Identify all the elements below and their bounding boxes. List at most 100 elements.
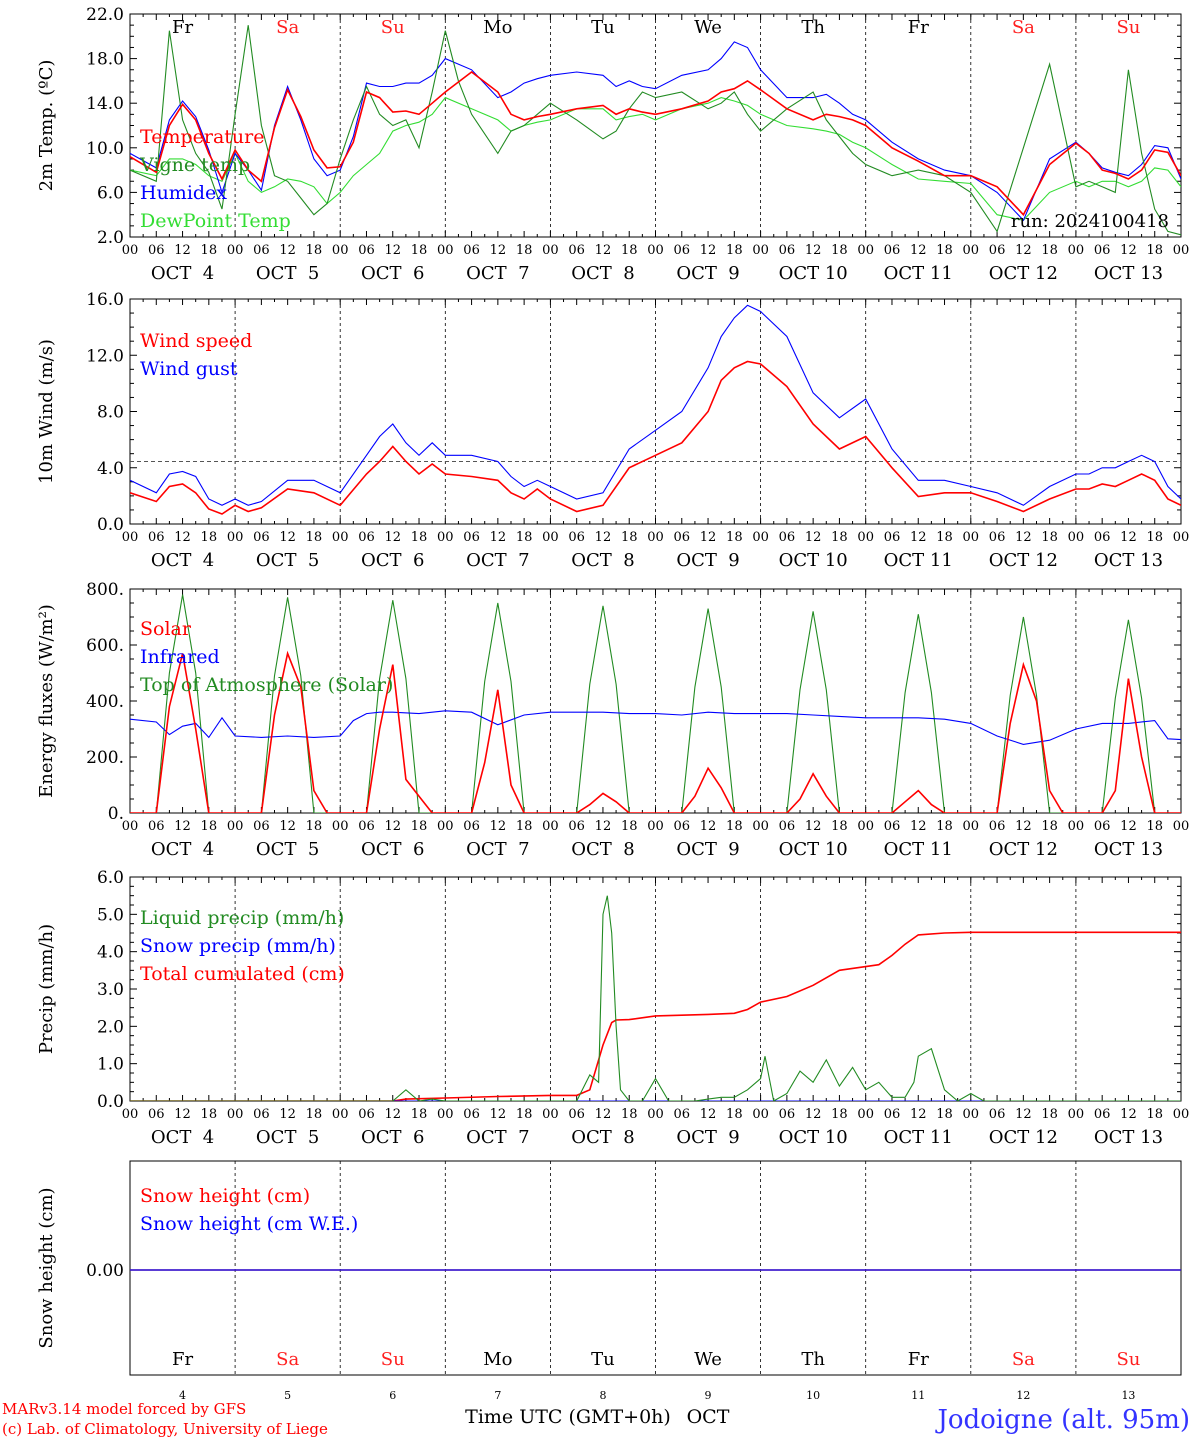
day-number-label: 7 — [494, 1389, 501, 1402]
date-label: OCT 9 — [676, 263, 739, 284]
day-name-label: Mo — [483, 1349, 512, 1370]
hour-tick-label: 06 — [148, 530, 165, 545]
hour-tick-label: 18 — [1041, 819, 1058, 834]
y-tick-label: 10.0 — [86, 139, 124, 159]
date-label: OCT 5 — [256, 550, 319, 571]
hour-tick-label: 18 — [201, 243, 218, 258]
hour-tick-label: 12 — [910, 819, 927, 834]
date-label: OCT 6 — [361, 839, 424, 860]
hour-tick-label: 18 — [936, 243, 953, 258]
date-label: OCT 5 — [256, 263, 319, 284]
hour-tick-label: 00 — [647, 243, 664, 258]
chart-panel-4: 0.0 1.0 2.0 3.0 4.0 5.0 6.0 00 06 12 18 00 06 12 18 00 0… — [36, 868, 1189, 1148]
hour-tick-label: 00 — [963, 243, 980, 258]
plot-frame — [129, 298, 1182, 525]
day-name-label: Fr — [172, 1349, 193, 1370]
legend-entry: DewPoint Temp — [140, 210, 291, 232]
day-number-label: 13 — [1121, 1389, 1135, 1402]
hour-tick-label: 18 — [1146, 1107, 1163, 1122]
day-name-label: Tu — [591, 17, 615, 38]
hour-tick-label: 00 — [752, 243, 769, 258]
date-label: OCT 7 — [466, 550, 529, 571]
hour-tick-label: 06 — [1094, 819, 1111, 834]
y-tick-label: 400. — [86, 692, 124, 712]
hour-tick-label: 00 — [857, 1107, 874, 1122]
hour-tick-label: 06 — [884, 819, 901, 834]
chart-panel-5: 0.00 Fr 4 Sa 5 Su 6 Mo 7 Tu 8 We 9 Th 10 Fr 11 Sa 12 Su 13 Sn… — [36, 1160, 1182, 1402]
y-axis-label: 2m Temp. (ºC) — [36, 60, 57, 192]
hour-tick-label: 18 — [306, 243, 323, 258]
hour-tick-label: 18 — [726, 530, 743, 545]
hour-tick-label: 12 — [279, 819, 296, 834]
hour-tick-label: 18 — [306, 1107, 323, 1122]
legend-entry: Snow height (cm W.E.) — [140, 1213, 358, 1235]
day-number-label: 4 — [179, 1389, 186, 1402]
day-name-label: Su — [381, 1349, 405, 1370]
date-label: OCT 13 — [1094, 839, 1163, 860]
legend-entry: Vigne temp — [139, 154, 250, 176]
hour-tick-label: 00 — [122, 243, 139, 258]
y-axis-label: 10m Wind (m/s) — [36, 339, 57, 484]
series-line-red — [130, 931, 1181, 1101]
hour-tick-label: 18 — [1146, 530, 1163, 545]
hour-tick-label: 12 — [490, 819, 507, 834]
hour-tick-label: 00 — [542, 530, 559, 545]
hour-tick-label: 00 — [963, 819, 980, 834]
hour-tick-label: 12 — [700, 243, 717, 258]
station-name: Jodoigne (alt. 95m) — [934, 1405, 1190, 1435]
hour-tick-label: 18 — [201, 819, 218, 834]
model-credit: MARv3.14 model forced by GFS — [2, 1400, 246, 1418]
series-line-blue — [130, 304, 1181, 506]
date-label: OCT 12 — [989, 1127, 1058, 1148]
y-tick-label: 200. — [86, 748, 124, 768]
hour-tick-label: 18 — [516, 1107, 533, 1122]
hour-tick-label: 06 — [253, 1107, 270, 1122]
hour-tick-label: 06 — [1094, 1107, 1111, 1122]
hour-tick-label: 00 — [1068, 243, 1085, 258]
date-label: OCT 9 — [676, 550, 739, 571]
hour-tick-label: 18 — [621, 530, 638, 545]
hour-tick-label: 12 — [805, 530, 822, 545]
day-name-label: Fr — [908, 1349, 929, 1370]
hour-tick-label: 00 — [857, 530, 874, 545]
hour-tick-label: 12 — [1120, 530, 1137, 545]
hour-tick-label: 00 — [1173, 1107, 1190, 1122]
day-name-label: Fr — [908, 17, 929, 38]
hour-tick-label: 00 — [122, 530, 139, 545]
hour-tick-label: 12 — [595, 530, 612, 545]
hour-tick-label: 06 — [253, 819, 270, 834]
hour-tick-label: 18 — [726, 819, 743, 834]
hour-tick-label: 18 — [621, 243, 638, 258]
series-line-green — [130, 594, 1181, 813]
hour-tick-label: 18 — [516, 243, 533, 258]
hour-tick-label: 12 — [384, 819, 401, 834]
hour-tick-label: 18 — [411, 819, 428, 834]
date-label: OCT 8 — [571, 839, 634, 860]
date-label: OCT 7 — [466, 839, 529, 860]
legend-entry: Snow height (cm) — [140, 1185, 310, 1207]
plot-frame — [129, 588, 1182, 814]
legend-entry: Snow precip (mm/h) — [140, 935, 336, 957]
y-tick-label: 0.0 — [97, 515, 124, 535]
date-label: OCT 8 — [571, 1127, 634, 1148]
hour-tick-label: 18 — [936, 819, 953, 834]
legend-entry: Temperature — [140, 126, 264, 148]
hour-tick-label: 12 — [1015, 243, 1032, 258]
hour-tick-label: 12 — [174, 819, 191, 834]
hour-tick-label: 06 — [674, 243, 691, 258]
date-label: OCT 6 — [361, 1127, 424, 1148]
y-axis-label: Precip (mm/h) — [36, 924, 57, 1054]
hour-tick-label: 18 — [1146, 819, 1163, 834]
hour-tick-label: 12 — [490, 243, 507, 258]
hour-tick-label: 06 — [779, 530, 796, 545]
day-name-label: We — [694, 17, 722, 38]
hour-tick-label: 18 — [621, 819, 638, 834]
hour-tick-label: 12 — [805, 243, 822, 258]
day-name-label: Fr — [172, 17, 193, 38]
series-line-red — [130, 70, 1181, 217]
series-line-blue — [130, 710, 1181, 745]
day-name-label: Su — [1116, 1349, 1140, 1370]
day-number-label: 12 — [1016, 1389, 1030, 1402]
plot-frame — [129, 13, 1182, 238]
